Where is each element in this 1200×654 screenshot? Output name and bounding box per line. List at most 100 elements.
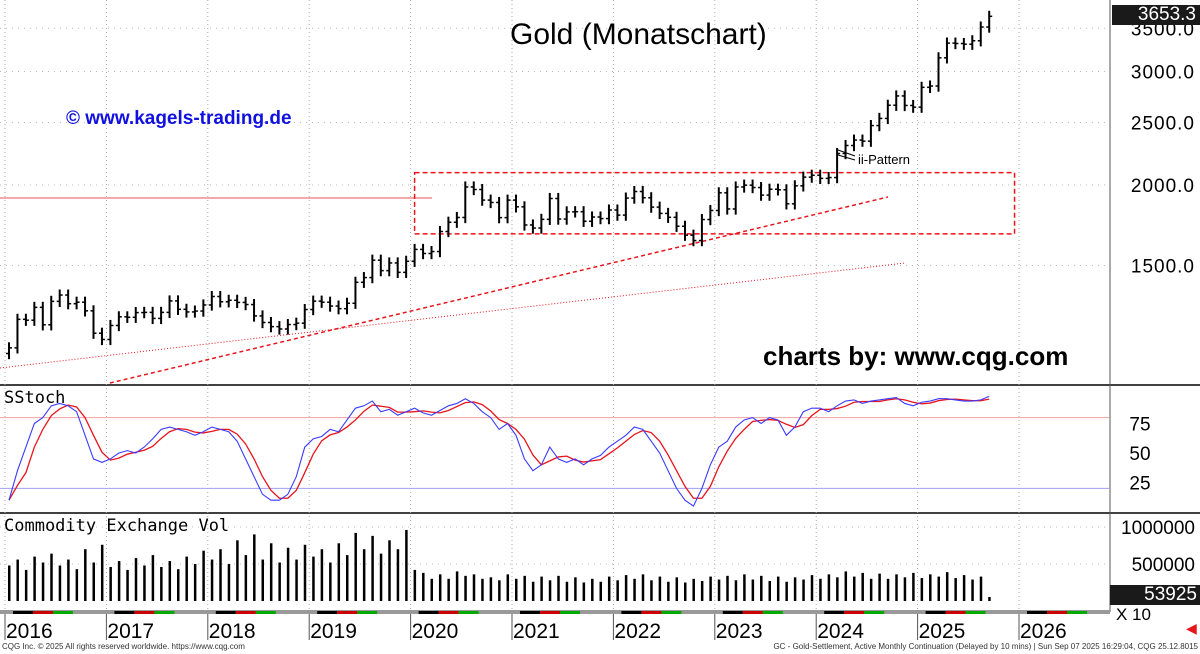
volume-bar [269, 543, 273, 601]
volume-bar [844, 571, 848, 601]
footer-info: GC - Gold-Settlement, Active Monthly Con… [773, 642, 1198, 651]
volume-bar [819, 578, 822, 601]
x-tick-label: 2017 [107, 620, 154, 643]
volume-scale-label: X 10 [1114, 605, 1153, 624]
volume-bar [633, 578, 636, 601]
volume-bar [422, 572, 425, 601]
volume-bar [388, 540, 391, 601]
volume-bar [143, 565, 146, 601]
volume-bar [278, 562, 281, 601]
session-marker [925, 611, 946, 614]
volume-bar [641, 574, 645, 601]
chart-title: Gold (Monatschart) [510, 18, 767, 51]
session-marker [560, 611, 580, 614]
volume-bar [202, 550, 205, 601]
volume-bar [776, 576, 780, 601]
volume-bar [346, 555, 349, 601]
volume-bar [447, 578, 450, 601]
session-marker [1067, 611, 1087, 614]
volume-bar [8, 565, 11, 601]
stoch-d-line [8, 398, 990, 501]
volume-bar [751, 579, 755, 601]
volume-bar [92, 562, 95, 601]
session-marker [742, 611, 763, 614]
volume-bar [574, 577, 577, 601]
volume-bar [717, 579, 721, 601]
session-marker [1027, 611, 1047, 614]
stoch-tick-label: 75 [1129, 415, 1150, 436]
volume-bar [531, 581, 535, 601]
volume-bar [227, 564, 231, 601]
volume-bar [929, 574, 932, 601]
session-marker [844, 611, 865, 614]
session-marker [235, 611, 256, 614]
session-marker [255, 611, 276, 614]
session-marker [762, 611, 783, 614]
session-marker [864, 611, 885, 614]
volume-bar [827, 574, 831, 601]
volume-bar [160, 566, 163, 601]
volume-bar [988, 597, 991, 601]
session-marker [53, 611, 73, 614]
volume-bar [244, 555, 248, 601]
scroll-left-arrow-icon[interactable]: ◀ [1186, 620, 1197, 636]
x-tick-label: 2024 [817, 620, 864, 643]
volume-bar [743, 574, 746, 601]
volume-bar [810, 575, 814, 601]
stoch-tick-label: 25 [1129, 474, 1150, 495]
support-trendline [109, 196, 889, 384]
volume-bar [768, 581, 771, 601]
session-marker [154, 611, 175, 614]
volume-bar [84, 549, 87, 601]
volume-bar [912, 572, 915, 601]
volume-bar [354, 532, 357, 601]
volume-bar [464, 575, 467, 601]
volume-panel-title: Commodity Exchange Vol [4, 516, 230, 536]
volume-bar [438, 574, 442, 601]
volume-bar [506, 574, 510, 601]
session-marker [661, 611, 682, 614]
x-tick-label: 2020 [412, 620, 459, 643]
volume-bar [802, 579, 805, 601]
volume-bar [303, 544, 307, 601]
volume-bar [734, 580, 738, 601]
volume-bar [937, 576, 940, 601]
volume-bar [971, 579, 974, 601]
session-marker [337, 611, 358, 614]
x-tick-label: 2016 [6, 620, 53, 643]
session-marker [317, 611, 338, 614]
volume-bar [624, 575, 628, 601]
volume-bar [658, 576, 662, 601]
stoch-tick-label: 50 [1129, 444, 1150, 465]
session-marker [540, 611, 560, 614]
volume-bar [853, 576, 856, 601]
y-tick-label: 2500.0 [1131, 114, 1195, 135]
volume-bar [261, 559, 264, 601]
volume-bar [67, 559, 70, 601]
x-tick-label: 2019 [310, 620, 357, 643]
volume-bar [193, 564, 197, 601]
volume-bar [75, 569, 79, 601]
volume-bar [185, 556, 188, 601]
volume-bar [24, 569, 28, 601]
volume-bar [337, 543, 341, 601]
session-marker [33, 611, 53, 614]
session-marker [13, 611, 33, 614]
volume-bar [903, 577, 907, 601]
volume-bar [253, 534, 256, 601]
volume-bar [126, 569, 129, 601]
volume-bar [920, 578, 924, 601]
stoch-panel-title: SStoch [4, 388, 66, 408]
volume-bar [692, 578, 695, 601]
volume-bar [134, 558, 138, 601]
volume-bar [236, 540, 239, 601]
volume-bar [117, 561, 121, 601]
volume-bar [371, 535, 374, 601]
volume-bar [362, 549, 366, 601]
volume-bar [979, 576, 983, 601]
y-tick-label: 3000.0 [1131, 62, 1195, 83]
volume-bar [886, 578, 890, 601]
session-marker [134, 611, 155, 614]
volume-bar [210, 559, 214, 601]
volume-bar [312, 556, 315, 601]
